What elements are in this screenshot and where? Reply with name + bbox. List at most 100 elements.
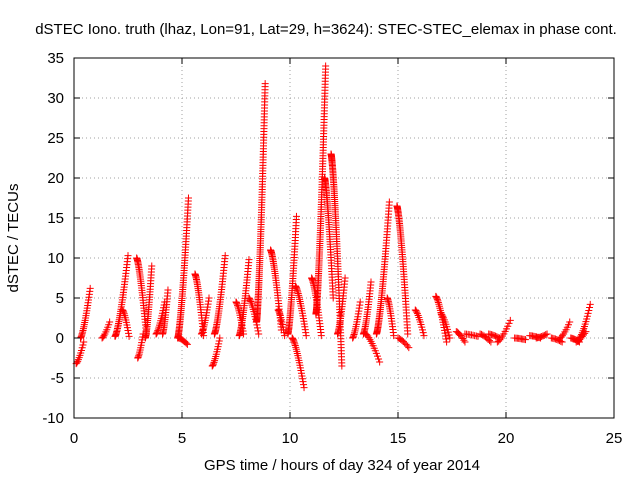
x-tick-label: 10 (282, 430, 299, 447)
data-point (367, 278, 375, 286)
satellite-arc (393, 202, 412, 338)
data-point (487, 338, 495, 346)
data-point (461, 338, 469, 346)
satellite-arc (575, 300, 594, 342)
data-point (412, 307, 420, 315)
y-tick-label: 10 (47, 250, 64, 267)
y-tick-label: 30 (47, 90, 64, 107)
satellite-arc (394, 334, 413, 352)
axis-ticks (73, 57, 615, 419)
satellite-arc (556, 318, 574, 342)
data-point (291, 340, 299, 348)
data-point (79, 341, 87, 349)
data-point (496, 336, 504, 344)
data-point (365, 334, 373, 342)
data-point (183, 340, 191, 348)
data-point (300, 384, 308, 392)
data-point (577, 332, 585, 340)
data-point (100, 332, 108, 340)
data-point (442, 332, 450, 340)
data-point (215, 340, 223, 348)
data-point (404, 330, 412, 338)
satellite-arc (197, 294, 213, 338)
data-point (438, 311, 446, 319)
satellite-arc (362, 330, 384, 366)
satellite-arc (312, 62, 330, 318)
data-point (119, 307, 127, 315)
satellite-arc (174, 194, 192, 342)
y-axis-label: dSTEC / TECUs (5, 184, 22, 293)
data-point (292, 212, 300, 220)
data-point (221, 252, 229, 260)
data-point (78, 344, 86, 352)
data-point (233, 300, 241, 308)
data-point (73, 359, 81, 367)
data-point (356, 298, 364, 306)
data-point (376, 358, 384, 366)
data-point (432, 292, 440, 300)
data-point (125, 329, 133, 337)
data-point (148, 262, 156, 270)
data-point (234, 301, 242, 309)
data-point (299, 378, 307, 386)
data-point (253, 324, 261, 332)
data-point (317, 332, 325, 340)
data-point (486, 337, 494, 345)
satellite-arc (111, 252, 132, 340)
satellite-arc (288, 334, 308, 392)
data-point (120, 308, 128, 316)
data-point (506, 316, 514, 324)
data-point (288, 334, 296, 342)
data-point (341, 274, 349, 282)
data-point (298, 375, 306, 383)
data-point (542, 331, 550, 339)
data-point (205, 294, 213, 302)
data-point (74, 357, 82, 365)
data-point (505, 319, 513, 327)
data-point (153, 328, 161, 336)
tick-labels: 0 5 10 15 20 25 -10 -5 0 5 10 15 20 25 30 35 (42, 50, 622, 447)
satellite-arc (208, 334, 224, 370)
x-axis-label: GPS time / hours of day 324 of year 2014 (204, 457, 480, 474)
chart-title: dSTEC Iono. truth (lhaz, Lon=91, Lat=29,… (35, 21, 617, 38)
satellite-arc (372, 198, 393, 338)
data-point (585, 307, 593, 314)
satellite-arc (98, 318, 114, 342)
data-point (434, 299, 442, 307)
data-point (86, 284, 94, 292)
data-point (558, 332, 566, 340)
data-point (209, 360, 217, 368)
data-point (291, 342, 299, 350)
data-point (566, 318, 574, 326)
satellite-arc (349, 298, 364, 342)
data-point (184, 194, 192, 202)
data-point (420, 332, 428, 340)
data-point (215, 337, 223, 345)
data-point (433, 295, 441, 303)
data-point (322, 62, 330, 70)
data-point (302, 332, 310, 340)
y-tick-label: 15 (47, 210, 64, 227)
data-point (390, 332, 398, 340)
data-point (164, 286, 172, 294)
data-point (419, 329, 427, 337)
data-point (329, 294, 337, 302)
data-point (275, 307, 283, 315)
data-point (543, 330, 551, 338)
x-tick-label: 0 (70, 430, 78, 447)
data-point (276, 310, 284, 318)
data-point (441, 329, 449, 337)
data-point (385, 198, 393, 206)
satellite-arc (334, 274, 349, 338)
satellite-arc (452, 328, 469, 346)
data-marks (72, 62, 594, 392)
data-point (586, 300, 594, 308)
x-tick-label: 5 (178, 430, 186, 447)
satellite-arc (76, 284, 94, 342)
data-point (124, 252, 132, 260)
satellite-arc (141, 262, 156, 342)
y-tick-label: 35 (47, 50, 64, 67)
data-point (290, 338, 298, 346)
data-point (444, 328, 452, 336)
data-point (434, 297, 442, 305)
